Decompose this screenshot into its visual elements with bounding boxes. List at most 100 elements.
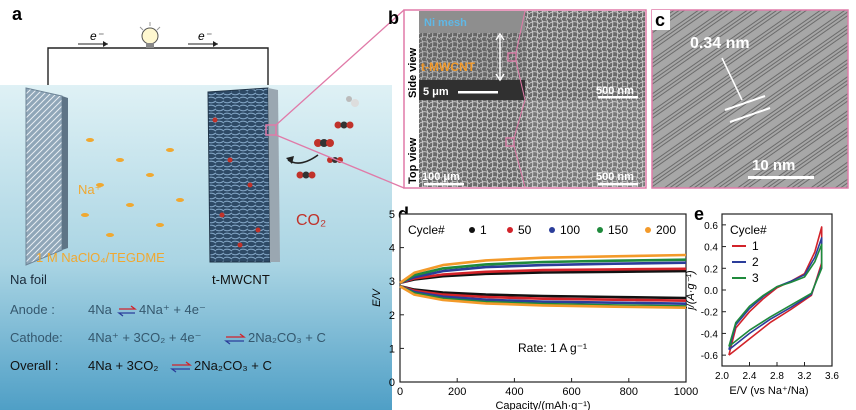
cathode-label: t-MWCNT [212,272,270,287]
na-foil-label: Na foil [10,272,47,287]
series-line-150-charge [399,258,687,285]
equilibrium-arrow-icon [170,361,192,373]
series-line-200-charge [399,253,687,284]
zoom-box-side [507,52,517,62]
x-tick-label: 400 [505,386,523,398]
eq-anode-left: 4Na [88,302,113,317]
y-tick-label: 2 [389,310,395,322]
panel-letter-a: a [12,4,23,24]
cv-curve-2 [728,237,823,351]
electron-right-arrowhead-icon [213,41,218,47]
y-tick-label: 0.0 [704,286,718,297]
tem-scale-label: 10 nm [752,157,795,174]
rate-annotation: Rate: 1 A g⁻¹ [518,341,587,355]
x-tick-label: 1000 [674,386,698,398]
y-tick-label: -0.6 [701,351,719,362]
series-line-100-charge [399,261,687,285]
na-ion-particles [81,138,184,237]
top-view-label: Top view [407,137,419,184]
spacing-pointer-icon [721,57,743,101]
t-mwcnt-cathode [207,87,271,263]
reaction-equations: Anode : 4Na 4Na⁺ + 4e⁻ Cathode: 4Na⁺ + 3… [10,302,326,373]
chart-d: 0 200 400 600 800 1000 0 1 2 3 4 5 Capacity/(mAh·g⁻¹… [371,209,698,410]
zoom-box-top [505,137,515,147]
legend-title: Cycle# [408,223,445,237]
tem-image [651,9,849,189]
y-tick-label: 0 [389,377,395,389]
x-axis-label: E/V (vs Na⁺/Na) [729,385,808,397]
legend-entry: 150 [608,223,628,237]
y-tick-label: 0.6 [704,221,718,232]
thickness-arrowheads-icon [495,32,505,82]
panel-b-frame [403,9,647,189]
legend-title: Cycle# [730,223,767,237]
co2-arrowhead-icon [286,156,294,164]
zoom-lines-top [513,99,526,188]
scalebar-top-right [598,183,638,186]
x-tick-label: 2.8 [770,371,784,382]
electrolyte-label: 1 M NaClO₄/TEGDME [36,250,165,265]
legend-entry: 2 [752,255,759,269]
legend-marker [549,227,555,233]
sem-side-high [525,11,645,100]
eq-overall-prefix: Overall : [10,358,58,373]
x-tick-label: 3.2 [798,371,812,382]
top-view-tab [405,100,419,187]
series-line-200-discharge [399,285,687,309]
electron-left-arrowhead-icon [103,41,108,47]
x-tick-label: 2.4 [743,371,757,382]
tem-scalebar [748,176,814,179]
t-mwcnt-region [419,33,525,80]
y-tick-label: -0.4 [701,329,719,340]
legend-marker [597,227,603,233]
legend-marker [645,227,651,233]
na-foil-anode [25,87,63,266]
equilibrium-arrow-icon [117,305,137,317]
y-tick-label: 0.4 [704,243,718,254]
x-tick-label: 0 [397,386,403,398]
y-tick-label: 0.2 [704,264,718,275]
co2-label: CO₂ [296,212,326,229]
sem-top-low [419,100,525,187]
y-tick-label: 3 [389,276,395,288]
bulb-icon [139,22,161,48]
eq-overall-right: 2Na₂CO₃ + C [194,358,272,373]
electron-left-label: e⁻ [90,29,105,43]
lattice-fringes-marker [724,95,771,123]
equilibrium-arrow-icon [224,333,246,345]
panel-letter-c: c [655,10,665,30]
y-tick-label: 5 [389,209,395,221]
panel-b: b Side view Ni mesh t-MWCNT 5 μm 500 nm … [388,8,647,189]
zoom-lines-side [515,10,526,101]
y-tick-label: 1 [389,343,395,355]
co2-molecule-icon [296,96,359,179]
scale-top-right: 500 nm [596,171,634,183]
eq-cathode-right: 2Na₂CO₃ + C [248,330,326,345]
x-tick-label: 200 [448,386,466,398]
panel-d: d 02004006008001000012345Capacity/(mAh·g… [371,204,698,410]
panel-e: e 2.0 2.4 2.8 3.2 3.6 -0.6 -0.4 -0.2 0.0 0.2 0.4 0.… [685,204,839,397]
cv-curve-1 [728,226,823,356]
circuit-wire [47,47,269,85]
scale-top-left: 100 μm [422,171,460,183]
y-tick-label: -0.2 [701,308,719,319]
ni-mesh-label: Ni mesh [424,17,467,29]
lattice-spacing-label: 0.34 nm [690,35,750,52]
eq-cathode-prefix: Cathode: [10,330,63,345]
x-tick-label: 3.6 [825,371,839,382]
zoom-box-a [265,124,277,136]
panel-c-tab [652,10,670,30]
scalebar-top-left [424,183,464,186]
scalebar-side-right [598,96,638,99]
panel-letter-e: e [694,204,704,224]
panel-letter-b: b [388,8,399,28]
co2-particles-cathode [212,117,261,248]
x-tick-label: 600 [562,386,580,398]
electron-right-label: e⁻ [198,29,213,43]
x-tick-label: 2.0 [715,371,729,382]
sem-top-high [525,100,645,187]
scale-side-right: 500 nm [596,85,634,97]
y-axis-label: j/(A·g⁻¹) [685,270,697,312]
eq-anode-right: 4Na⁺ + 4e⁻ [139,302,206,317]
